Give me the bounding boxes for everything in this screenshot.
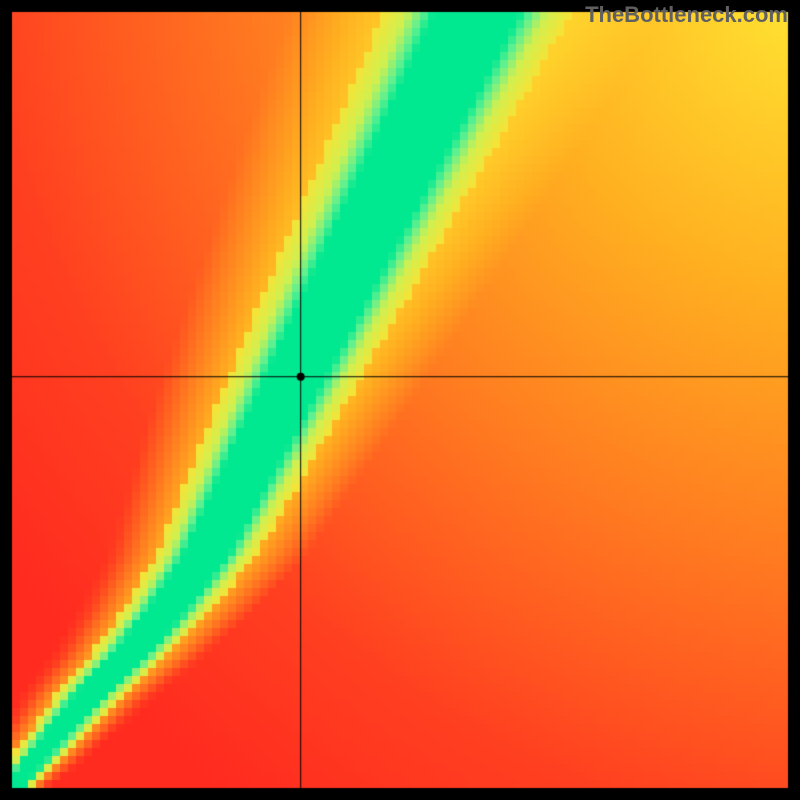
watermark-text: TheBottleneck.com (585, 2, 788, 28)
heatmap-canvas (0, 0, 800, 800)
chart-container: TheBottleneck.com (0, 0, 800, 800)
